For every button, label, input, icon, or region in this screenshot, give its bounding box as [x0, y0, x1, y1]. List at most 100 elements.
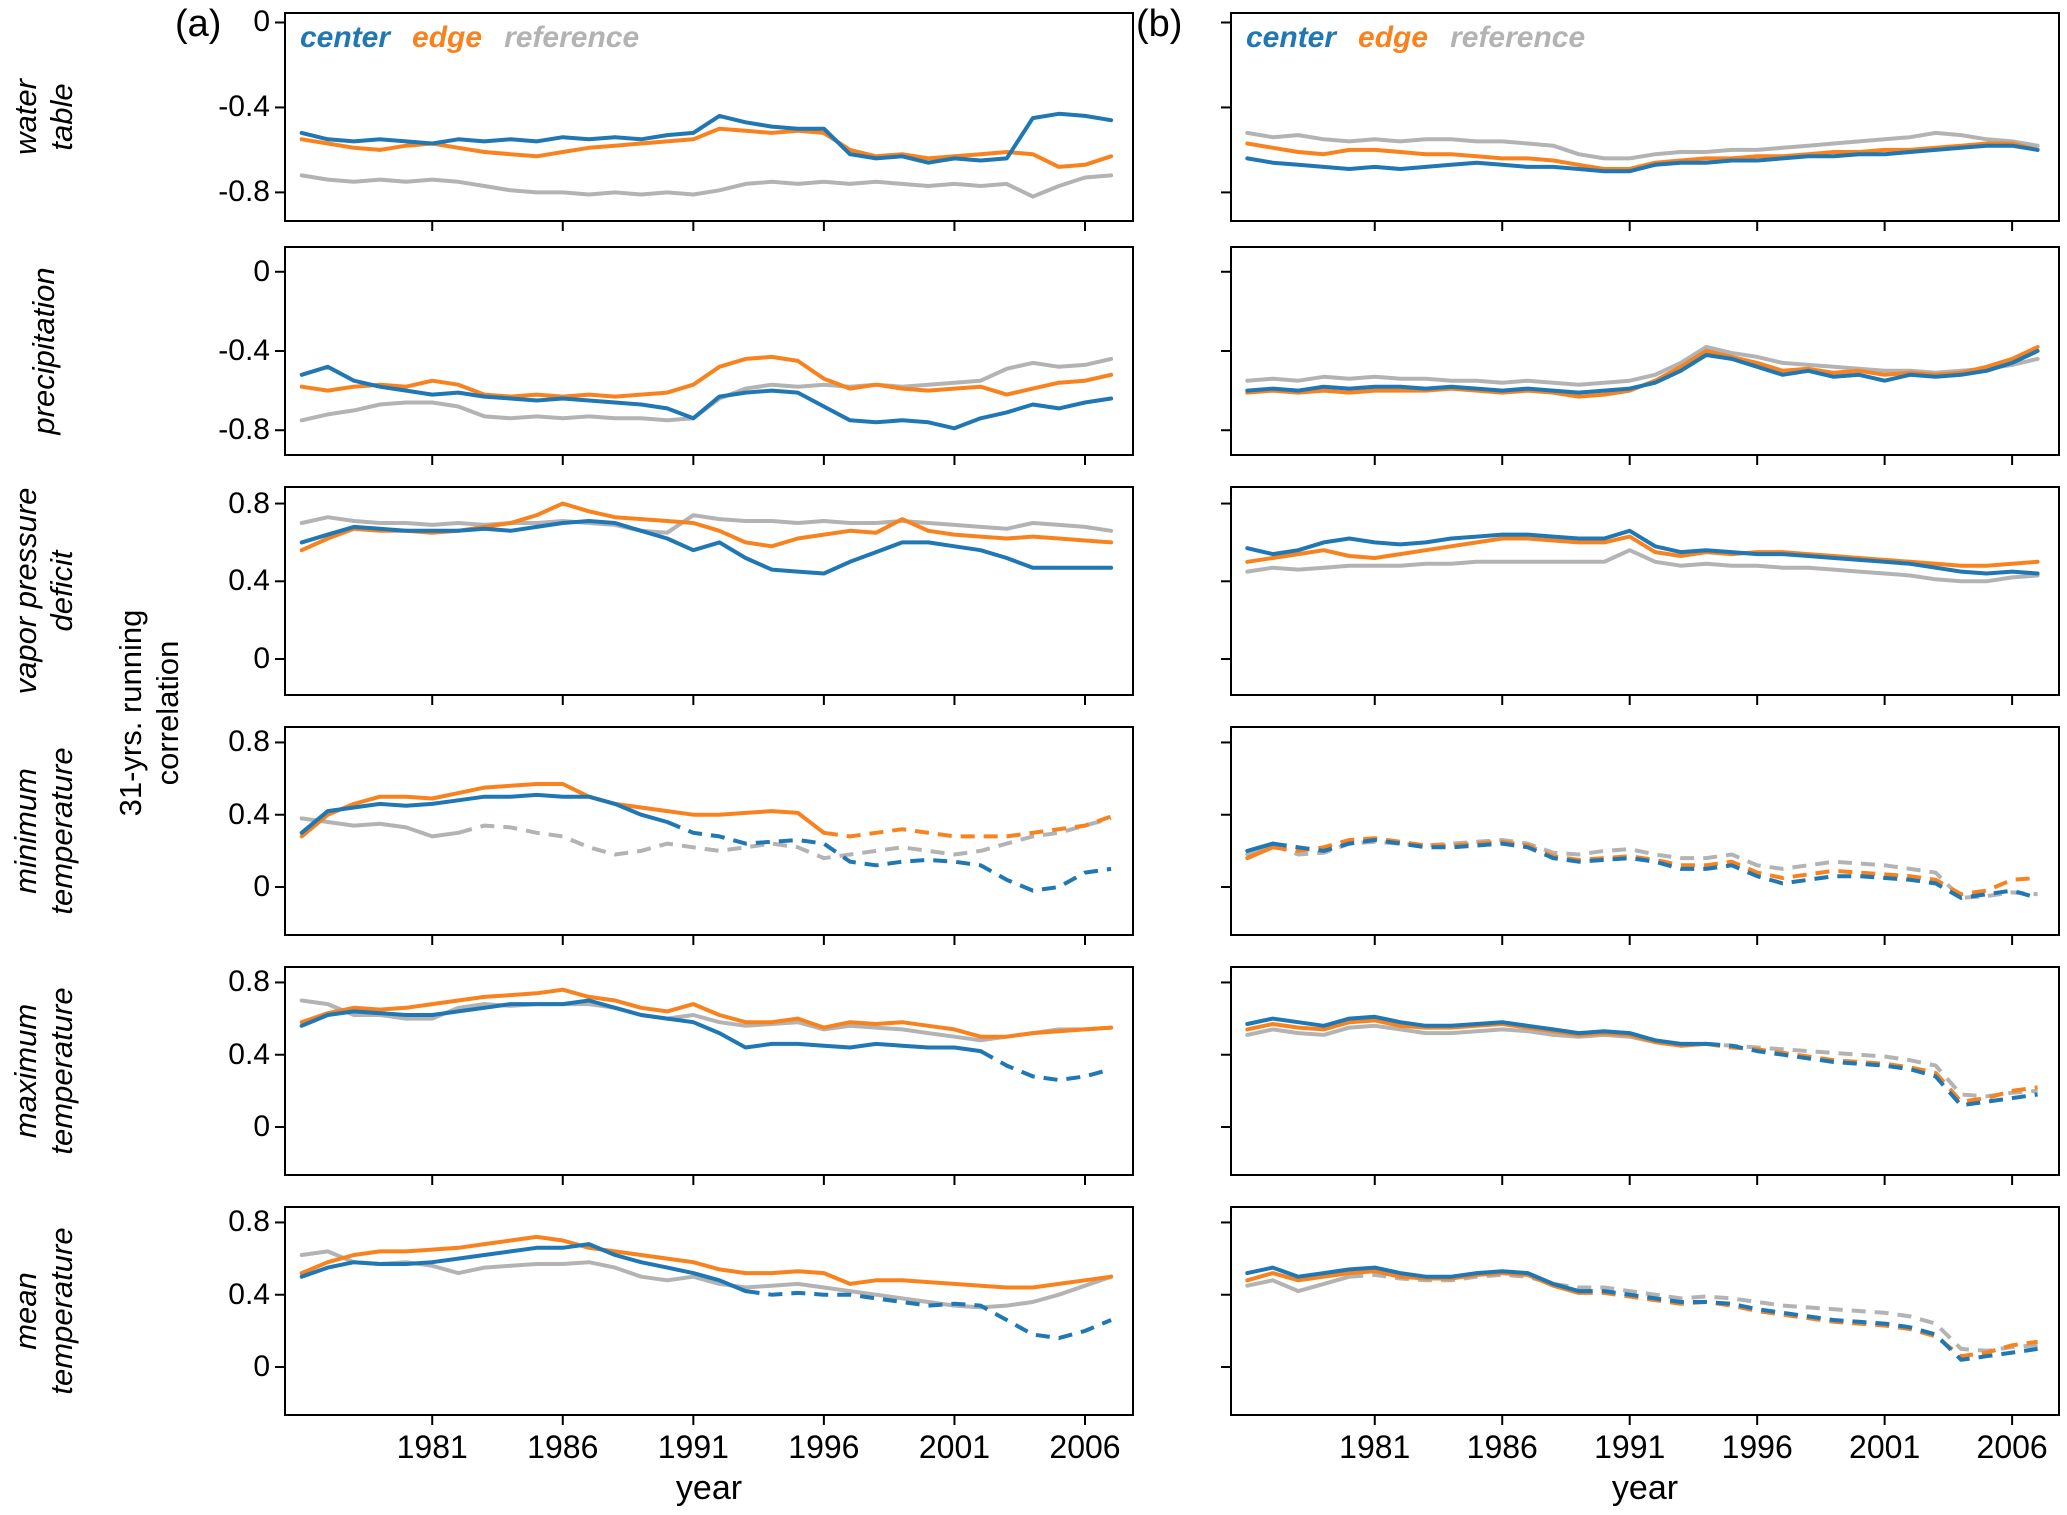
x-tick-label: 2001 — [918, 1429, 991, 1465]
x-tick-label: 2006 — [1976, 1429, 2048, 1465]
plot-panel-b-vapor-pressure-deficit — [1221, 486, 2060, 705]
series-center-b-maximum-temperature-dashed — [1706, 1041, 2038, 1108]
plot-panel-a-minimum-temperature — [275, 726, 1134, 945]
plot-area-b-minimum-temperature — [1221, 741, 2039, 945]
row-label-line: table — [43, 83, 79, 151]
series-reference-b-mean-temperature-dashed — [1349, 1272, 2038, 1353]
row-label-line: minimum — [8, 768, 43, 894]
row-label-water-table: water table — [8, 0, 80, 247]
panel-b-label: (b) — [1136, 3, 1183, 45]
series-edge-a-maximum-temperature — [299, 987, 1114, 1039]
series-edge-b-minimum-temperature-dashed — [1272, 836, 2038, 897]
y-tick-label: 0.8 — [228, 965, 270, 999]
y-tick-label: 0 — [253, 1110, 270, 1144]
series-center-b-mean-temperature-dashed — [1578, 1289, 2038, 1362]
row-label-line: precipitation — [26, 267, 61, 435]
legend-b: center edge reference — [1246, 20, 1585, 56]
series-center-a-mean-temperature-dashed — [745, 1289, 1112, 1341]
series-center-a-vapor-pressure-deficit — [299, 519, 1114, 576]
plot-panel-b-water-table — [1221, 12, 2060, 231]
series-center-a-maximum-temperature-dashed — [979, 1049, 1112, 1082]
series-reference-b-water-table — [1245, 130, 2040, 161]
y-tick-label: -0.8 — [218, 175, 270, 209]
series-reference-b-vapor-pressure-deficit — [1245, 548, 2040, 584]
legend-item-center: center — [300, 21, 391, 54]
series-center-a-precipitation — [299, 364, 1114, 431]
row-label-line: mean — [8, 1272, 43, 1350]
plot-panel-a-mean-temperature — [275, 1206, 1134, 1425]
series-reference-a-mean-temperature — [299, 1249, 1114, 1310]
plot-panel-a-maximum-temperature — [275, 966, 1134, 1185]
x-tick-label: 1991 — [1594, 1429, 1666, 1465]
series-center-b-mean-temperature-solid — [1245, 1265, 1581, 1294]
row-label-line: maximum — [8, 1003, 43, 1139]
x-tick-label: 2006 — [1049, 1429, 1121, 1465]
plot-area-b-mean-temperature — [1221, 1221, 2038, 1425]
y-tick-label: 0.4 — [228, 1277, 270, 1311]
plot-area-b-maximum-temperature — [1221, 981, 2038, 1185]
plot-area-a-water-table — [275, 21, 1114, 231]
legend-a: center edge reference — [300, 20, 639, 56]
series-reference-b-maximum-temperature-dashed — [1654, 1040, 2038, 1099]
x-tick-label: 1981 — [396, 1429, 468, 1465]
series-center-b-minimum-temperature-solid — [1245, 841, 1275, 853]
x-tick-label: 1996 — [1721, 1429, 1793, 1465]
series-edge-a-mean-temperature — [299, 1234, 1114, 1290]
plot-area-a-mean-temperature — [275, 1221, 1114, 1425]
series-reference-a-water-table — [299, 173, 1114, 199]
plot-panel-b-precipitation — [1221, 246, 2060, 465]
x-axis-label-b: year — [1611, 1469, 1679, 1507]
series-center-b-vapor-pressure-deficit — [1245, 528, 2040, 576]
row-label-maximum-temperature: maximum temperature — [8, 941, 80, 1201]
plot-panel-b-mean-temperature — [1221, 1206, 2060, 1425]
series-reference-b-mean-temperature-solid — [1245, 1274, 1352, 1294]
series-reference-b-precipitation — [1245, 345, 2040, 387]
plot-area-a-vapor-pressure-deficit — [275, 501, 1114, 705]
y-tick-label: 0.8 — [228, 1205, 270, 1239]
row-label-line: temperature — [43, 987, 79, 1155]
y-tick-label: 0 — [253, 1350, 270, 1384]
y-tick-label: 0 — [253, 5, 270, 39]
y-tick-label: 0 — [253, 642, 270, 676]
series-edge-a-minimum-temperature-solid — [299, 782, 826, 839]
y-tick-label: 0.8 — [228, 725, 270, 759]
row-label-line: vapor pressure — [8, 487, 43, 695]
y-axis-label-line: 31-yrs. running — [113, 609, 148, 817]
series-edge-b-water-table — [1245, 141, 2040, 171]
x-tick-label: 1986 — [1466, 1429, 1538, 1465]
y-tick-label: 0 — [253, 870, 270, 904]
series-center-a-mean-temperature-solid — [299, 1242, 748, 1294]
legend-item-reference: reference — [1450, 21, 1586, 54]
series-reference-b-minimum-temperature-dashed — [1272, 838, 2038, 900]
plot-panel-a-precipitation — [275, 246, 1134, 465]
x-tick-label: 1986 — [527, 1429, 599, 1465]
x-axis-label-a: year — [675, 1469, 743, 1507]
legend-item-reference: reference — [504, 21, 640, 54]
row-label-vapor-pressure-deficit: vapor pressure deficit — [8, 461, 80, 721]
y-tick-label: -0.4 — [218, 334, 270, 367]
series-reference-a-minimum-temperature-solid — [299, 816, 461, 839]
y-tick-label: -0.4 — [218, 90, 270, 124]
row-label-line: deficit — [43, 550, 79, 632]
x-tick-label: 2001 — [1849, 1429, 1921, 1465]
series-edge-b-minimum-temperature-solid — [1245, 845, 1275, 861]
legend-item-edge: edge — [1358, 21, 1429, 54]
legend-item-edge: edge — [412, 21, 483, 54]
row-label-mean-temperature: mean temperature — [8, 1181, 80, 1441]
plot-panel-a-water-table — [275, 12, 1134, 231]
series-center-a-water-table — [299, 111, 1114, 165]
series-center-b-maximum-temperature-solid — [1245, 1014, 1709, 1046]
plot-area-a-precipitation — [275, 270, 1114, 465]
series-reference-a-maximum-temperature — [299, 998, 1114, 1043]
row-label-precipitation: precipitation — [26, 221, 62, 481]
y-tick-label: 0.8 — [228, 486, 270, 520]
row-label-line: temperature — [43, 747, 79, 915]
series-center-a-minimum-temperature-solid — [299, 792, 670, 835]
row-label-minimum-temperature: minimum temperature — [8, 701, 80, 961]
plot-area-b-water-table — [1221, 21, 2040, 231]
series-center-b-minimum-temperature-dashed — [1272, 838, 2039, 900]
row-label-line: water — [8, 79, 43, 155]
legend-item-center: center — [1246, 21, 1337, 54]
y-tick-label: 0 — [253, 254, 270, 288]
series-center-a-minimum-temperature-dashed — [666, 820, 1112, 893]
